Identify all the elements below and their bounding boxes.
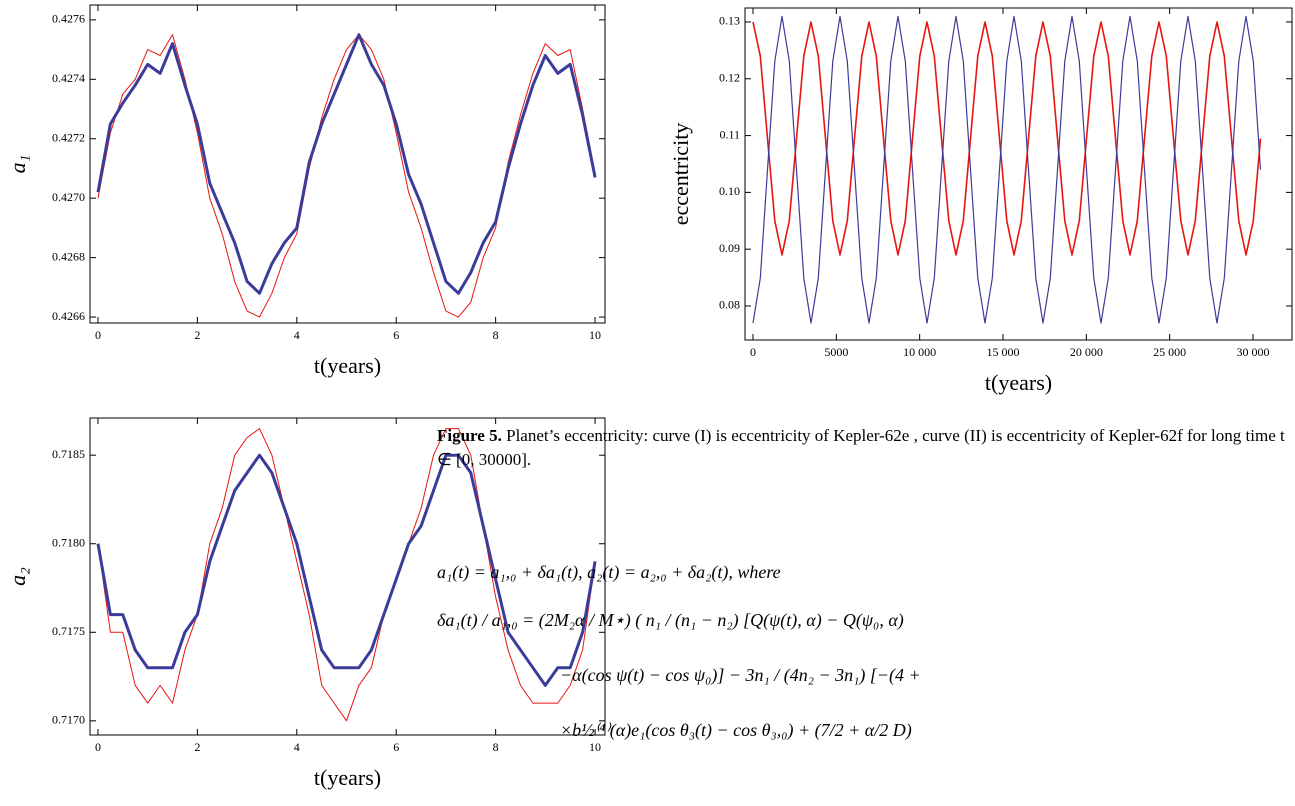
y-tick-label: 0.7180	[52, 535, 85, 549]
data-line	[752, 15, 1262, 324]
y-tick-label: 0.11	[719, 127, 740, 141]
x-tick-label: 10	[589, 740, 601, 754]
x-tick-label: 2	[194, 740, 200, 754]
y-tick-label: 0.12	[719, 71, 740, 85]
x-axis-label: t(years)	[314, 353, 381, 378]
x-tick-label: 6	[393, 328, 399, 342]
caption-text: Planet’s eccentricity: curve (I) is ecce…	[437, 426, 1285, 469]
y-axis-label: a₁	[5, 155, 30, 174]
x-tick-label: 30 000	[1237, 345, 1270, 359]
data-line	[97, 34, 596, 318]
y-tick-label: 0.09	[719, 241, 740, 255]
x-tick-label: 0	[750, 345, 756, 359]
y-tick-label: 0.4272	[52, 130, 85, 144]
y-tick-label: 0.13	[719, 14, 740, 28]
x-axis-label: t(years)	[985, 370, 1052, 395]
x-tick-label: 8	[493, 740, 499, 754]
data-line	[752, 21, 1262, 256]
caption: Figure 5. Planet’s eccentricity: curve (…	[437, 424, 1287, 472]
x-tick-label: 10	[589, 328, 601, 342]
x-tick-label: 0	[95, 740, 101, 754]
x-tick-label: 8	[493, 328, 499, 342]
y-axis-label: a₂	[5, 567, 30, 586]
x-tick-label: 0	[95, 328, 101, 342]
x-tick-label: 6	[393, 740, 399, 754]
plot-frame	[89, 4, 606, 324]
caption-label: Figure 5.	[437, 426, 502, 445]
plot-frame	[744, 7, 1293, 341]
equation: ×b½⁽⁴⁾(α)e₁(cos θ₃(t) − cos θ₃,₀) + (7/2…	[560, 720, 912, 740]
y-tick-label: 0.7170	[52, 713, 85, 727]
y-tick-label: 0.4276	[52, 12, 85, 26]
y-tick-label: 0.4274	[52, 71, 85, 85]
x-tick-label: 10 000	[903, 345, 936, 359]
equation: −α(cos ψ(t) − cos ψ₀)] − 3n₁ / (4n₂ − 3n…	[560, 665, 921, 685]
x-tick-label: 15 000	[987, 345, 1020, 359]
y-tick-label: 0.10	[719, 184, 740, 198]
data-line	[96, 33, 597, 295]
y-tick-label: 0.4266	[52, 309, 85, 323]
y-tick-label: 0.7185	[52, 447, 85, 461]
x-tick-label: 2	[194, 328, 200, 342]
equation: δa₁(t) / a₁,₀ = (2M₂α / M⋆) ( n₁ / (n₁ −…	[437, 610, 904, 630]
y-axis-label: eccentricity	[668, 123, 693, 226]
x-tick-label: 25 000	[1153, 345, 1186, 359]
y-tick-label: 0.4270	[52, 190, 85, 204]
plot-frame	[89, 417, 606, 736]
x-tick-label: 4	[294, 740, 300, 754]
data-line	[97, 428, 596, 722]
equation: a₁(t) = a₁,₀ + δa₁(t), a₂(t) = a₂,₀ + δa…	[437, 562, 781, 582]
y-tick-label: 0.08	[719, 298, 740, 312]
x-tick-label: 4	[294, 328, 300, 342]
data-line	[96, 453, 597, 687]
y-tick-label: 0.4268	[52, 249, 85, 263]
y-tick-label: 0.7175	[52, 624, 85, 638]
x-tick-label: 20 000	[1070, 345, 1103, 359]
x-axis-label: t(years)	[314, 765, 381, 790]
x-tick-label: 5000	[824, 345, 848, 359]
